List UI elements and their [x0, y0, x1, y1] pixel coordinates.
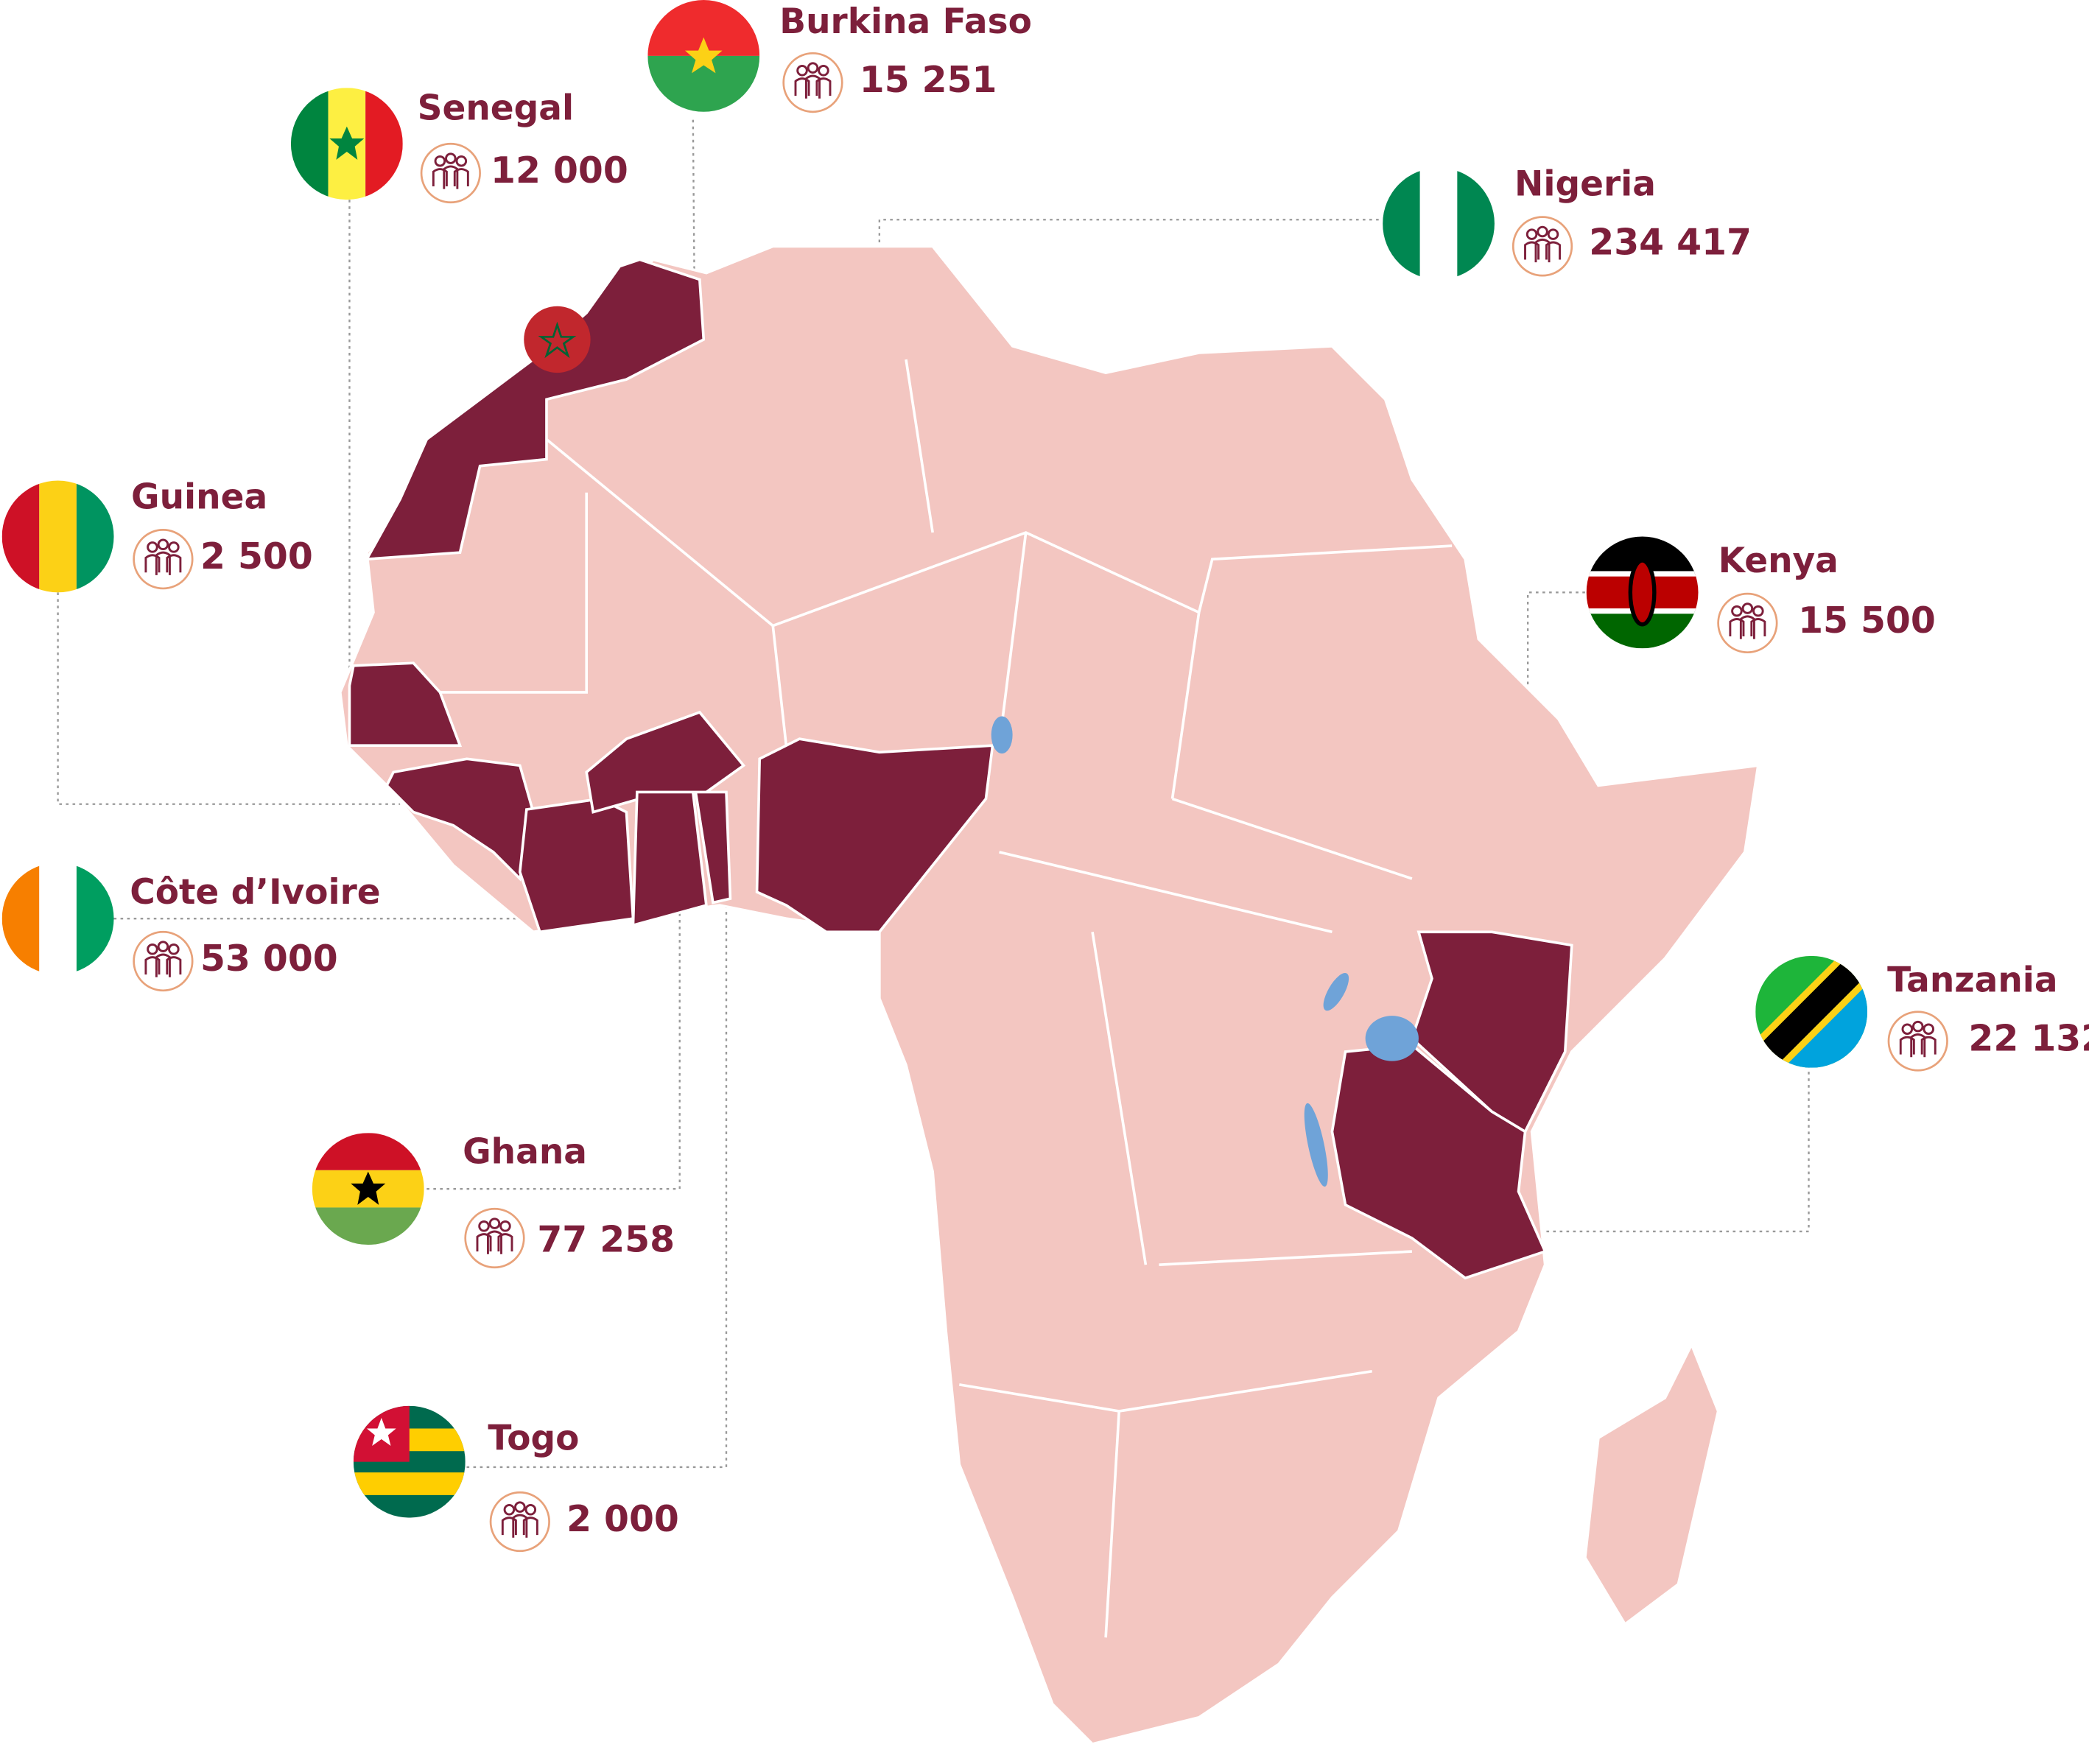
country-name: Tanzania: [1887, 960, 2057, 1000]
country-name: Côte d’Ivoire: [130, 872, 380, 913]
flag-cote-divoire: [1, 862, 114, 975]
people-icon: [420, 142, 482, 204]
people-icon: [1512, 216, 1573, 277]
people-icon: [782, 52, 843, 113]
country-value: 15 500: [1798, 600, 1936, 642]
people-icon: [133, 930, 194, 992]
labels: Burkina Faso 15 251 Senegal 12 000 Nigeria 23…: [130, 1, 2089, 1553]
country-value: 2 000: [566, 1498, 679, 1540]
flag-senegal: [290, 88, 403, 200]
flag-ghana: [312, 1133, 424, 1245]
country-name: Guinea: [131, 477, 267, 517]
flag-togo: [353, 1405, 466, 1518]
country-value: 22 132: [1968, 1018, 2089, 1060]
country-name: Burkina Faso: [779, 1, 1032, 42]
senegal-region: [348, 661, 463, 748]
flag-burkina-faso: [647, 0, 760, 112]
africa-land: [338, 245, 1760, 1746]
burkina-region: [585, 710, 746, 814]
lakes: [991, 716, 1419, 1187]
country-name: Kenya: [1718, 541, 1839, 581]
cote-divoire-region: [518, 797, 635, 934]
people-icon: [133, 528, 194, 590]
guinea-region: [385, 757, 535, 882]
tanzania-region: [1330, 1044, 1548, 1280]
country-value: 15 251: [860, 59, 997, 101]
borders: [373, 359, 1453, 1638]
flag-guinea: [1, 480, 114, 593]
country-name: Ghana: [463, 1132, 587, 1173]
africa-map: [338, 245, 1760, 1746]
country-value: 2 500: [200, 535, 313, 577]
people-icon: [464, 1207, 525, 1269]
people-icon: [1887, 1011, 1948, 1072]
people-icon: [489, 1491, 551, 1553]
nigeria-region: [755, 737, 994, 934]
country-value: 53 000: [200, 938, 338, 980]
togo-region: [694, 790, 732, 904]
ghana-region: [631, 790, 708, 927]
flag-kenya: [1586, 536, 1699, 649]
flag-nigeria: [1383, 167, 1495, 280]
madagascar: [1584, 1341, 1720, 1626]
country-name: Nigeria: [1514, 164, 1656, 205]
morocco-flag: [524, 306, 591, 373]
country-value: 12 000: [491, 150, 628, 191]
country-name: Togo: [488, 1418, 579, 1458]
flag-tanzania: [1755, 955, 1868, 1068]
country-name: Senegal: [418, 88, 574, 129]
country-value: 234 417: [1589, 222, 1752, 264]
people-icon: [1717, 592, 1778, 654]
country-value: 77 258: [537, 1218, 675, 1260]
